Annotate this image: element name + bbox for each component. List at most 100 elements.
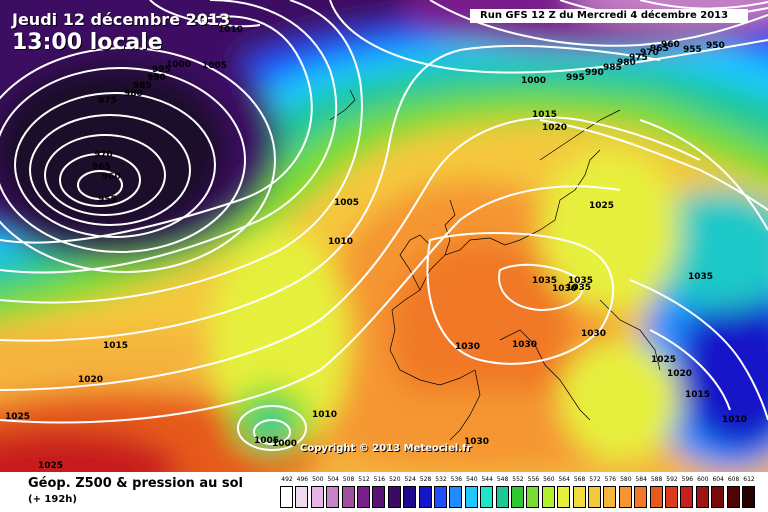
isobar-label: 985 xyxy=(133,81,152,91)
isobar-label: 950 xyxy=(706,41,725,51)
legend-color-swatch xyxy=(326,486,340,508)
isobar-label: 1025 xyxy=(589,201,614,211)
legend-color-swatch xyxy=(341,486,355,508)
legend-tick-label: 516 xyxy=(373,476,386,483)
legend-tick-label: 508 xyxy=(342,476,355,483)
map-footer: Géop. Z500 & pression au sol (+ 192h) 49… xyxy=(0,472,768,512)
legend-tick-label: 544 xyxy=(481,476,493,483)
legend-color-swatch xyxy=(711,486,725,508)
legend-tick-label: 584 xyxy=(635,476,647,483)
isobar-label: 1030 xyxy=(512,340,537,350)
legend-tick-label: 500 xyxy=(312,476,324,483)
legend-tick-label: 568 xyxy=(573,476,586,483)
isobar-label: 960 xyxy=(102,172,121,182)
legend-tick-label: 540 xyxy=(466,476,478,483)
isobar-label: 1010 xyxy=(312,410,337,420)
legend-tick-label: 564 xyxy=(558,476,570,483)
geopotential-field xyxy=(0,0,768,472)
forecast-local-time: 13:00 locale xyxy=(12,30,163,55)
legend-tick-label: 512 xyxy=(358,476,370,483)
legend-color-swatch xyxy=(434,486,447,508)
isobar-label: 1025 xyxy=(5,412,30,422)
legend-tick-label: 576 xyxy=(604,476,617,483)
legend-tick-label: 560 xyxy=(543,476,555,483)
legend-color-swatch xyxy=(480,486,494,508)
isobar-label: 1015 xyxy=(532,110,557,120)
legend-tick-label: 592 xyxy=(666,476,678,483)
legend-color-swatch xyxy=(511,486,524,508)
isobar-label: 1020 xyxy=(78,375,103,385)
legend-color-swatch xyxy=(742,486,755,508)
isobar-label: 975 xyxy=(98,96,117,106)
isobar-label: 955 xyxy=(683,45,702,55)
isobar-label: 1025 xyxy=(38,461,63,471)
forecast-hour: (+ 192h) xyxy=(28,494,77,505)
isobar-label: 1000 xyxy=(272,439,297,449)
isobar-label: 1005 xyxy=(202,61,227,71)
legend-tick-label: 556 xyxy=(527,476,540,483)
legend-tick-label: 604 xyxy=(712,476,724,483)
legend-color-swatch xyxy=(387,486,401,508)
legend-color-swatch xyxy=(665,486,678,508)
isobar-label: 1035 xyxy=(532,276,557,286)
model-run-label: Run GFS 12 Z du Mercredi 4 décembre 2013 xyxy=(470,9,748,23)
isobar-label: 1020 xyxy=(542,123,567,133)
isobar-label: 1030 xyxy=(455,342,480,352)
isobar-label: 1035 xyxy=(688,272,713,282)
isobar-label: 955 xyxy=(98,195,117,205)
product-title: Géop. Z500 & pression au sol xyxy=(28,476,243,491)
isobar-label: 1030 xyxy=(464,437,489,447)
isobar-label: 980 xyxy=(617,58,636,68)
legend-color-swatch xyxy=(464,486,478,508)
legend-color-swatch xyxy=(403,486,417,508)
legend-color-swatch xyxy=(541,486,555,508)
legend-color-swatch xyxy=(680,486,694,508)
isobar-label: 1015 xyxy=(103,341,128,351)
isobar-label: 1030 xyxy=(581,329,606,339)
legend-tick-label: 496 xyxy=(296,476,309,483)
isobar-label: 1010 xyxy=(218,25,243,35)
legend-tick-label: 612 xyxy=(743,476,755,483)
legend-tick-label: 572 xyxy=(589,476,601,483)
isobar-label: 960 xyxy=(661,40,680,50)
legend-color-swatch xyxy=(695,486,709,508)
legend-color-swatch xyxy=(649,486,663,508)
isobar-labels: 1010 1005 1000 995 990 985 980 975 970 9… xyxy=(5,25,747,471)
legend-color-swatch xyxy=(618,486,632,508)
isobar-label: 1035 xyxy=(568,276,593,286)
legend-tick-label: 536 xyxy=(450,476,463,483)
legend-color-swatch xyxy=(603,486,617,508)
isobar-label: 1020 xyxy=(667,369,692,379)
legend-color-swatch xyxy=(726,486,740,508)
isobar-label: 1010 xyxy=(722,415,747,425)
legend-color-swatch xyxy=(372,486,386,508)
legend-color-swatch xyxy=(557,486,571,508)
isobar-label: 965 xyxy=(92,162,111,172)
isobar-label: 1015 xyxy=(685,390,710,400)
isobar-label: 975 xyxy=(629,53,648,63)
legend-color-swatch xyxy=(418,486,432,508)
legend-tick-label: 600 xyxy=(697,476,709,483)
isobar-label: 1035 xyxy=(566,283,591,293)
isobar-label: 970 xyxy=(94,150,113,160)
isobar-label: 1025 xyxy=(651,355,676,365)
isobar-label: 985 xyxy=(603,63,622,73)
legend-tick-label: 528 xyxy=(419,476,432,483)
legend-tick-label: 580 xyxy=(620,476,632,483)
legend-color-swatch xyxy=(295,486,309,508)
legend-color-swatch xyxy=(572,486,586,508)
legend-tick-label: 608 xyxy=(727,476,740,483)
legend-tick-label: 588 xyxy=(650,476,663,483)
forecast-date: Jeudi 12 décembre 2013 xyxy=(12,10,231,29)
isobar-label: 1030 xyxy=(552,284,577,294)
legend-color-swatch xyxy=(495,486,509,508)
legend-tick-label: 596 xyxy=(681,476,694,483)
legend-tick-label: 524 xyxy=(404,476,416,483)
legend-color-swatch xyxy=(588,486,601,508)
legend-tick-label: 552 xyxy=(512,476,524,483)
isobar-label: 995 xyxy=(566,73,585,83)
isobar-label: 980 xyxy=(124,89,143,99)
isobar-label: 970 xyxy=(640,48,659,58)
legend-tick-label: 492 xyxy=(281,476,293,483)
